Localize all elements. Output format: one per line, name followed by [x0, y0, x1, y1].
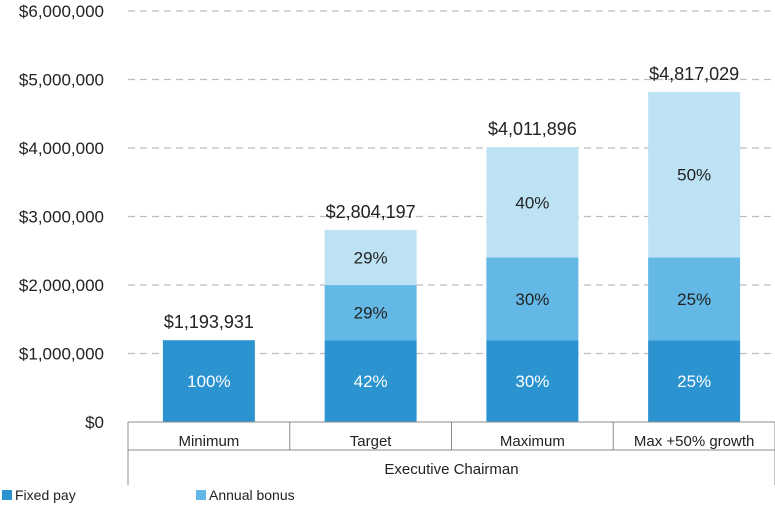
bar-segment: [162, 340, 255, 422]
bar-segment: [648, 340, 741, 422]
data-label: 42%: [354, 372, 388, 391]
data-label: 50%: [677, 166, 711, 185]
x-tick-label: Maximum: [500, 433, 565, 450]
y-tick-label: $2,000,000: [19, 276, 104, 295]
x-tick-label: Target: [350, 433, 393, 450]
data-label: 30%: [515, 372, 549, 391]
data-label: 25%: [677, 290, 711, 309]
y-tick-label: $5,000,000: [19, 71, 104, 90]
bar-segment: [324, 285, 417, 341]
legend-label: Fixed pay: [15, 487, 76, 503]
bar-total-label: $4,817,029: [649, 64, 739, 84]
data-label: 100%: [187, 372, 230, 391]
data-label: 29%: [354, 304, 388, 323]
bar-total-label: $4,011,896: [488, 119, 577, 139]
x-tick-label: Minimum: [178, 433, 239, 450]
x-group-label: Executive Chairman: [384, 461, 518, 478]
bar-segment: [324, 340, 417, 422]
bar-total-label: $1,193,931: [164, 312, 254, 332]
bar-segment: [648, 92, 741, 258]
y-tick-label: $6,000,000: [19, 2, 104, 21]
bar-segment: [486, 257, 579, 341]
data-label: 25%: [677, 372, 711, 391]
y-tick-label: $4,000,000: [19, 139, 104, 158]
bar-segment: [486, 147, 579, 258]
y-tick-label: $1,000,000: [19, 345, 104, 364]
data-label: 40%: [515, 193, 549, 212]
bar-total-label: $2,804,197: [326, 202, 416, 222]
data-label: 30%: [515, 290, 549, 309]
legend-swatch: [2, 490, 12, 500]
x-tick-label: Max +50% growth: [634, 433, 754, 450]
legend-swatch: [196, 490, 206, 500]
y-tick-label: $3,000,000: [19, 208, 104, 227]
y-tick-label: $0: [85, 413, 104, 432]
legend-label: Annual bonus: [209, 487, 295, 503]
bar-segment: [648, 257, 741, 341]
bar-segment: [486, 340, 579, 422]
bar-segment: [324, 229, 417, 286]
data-label: 29%: [354, 248, 388, 267]
